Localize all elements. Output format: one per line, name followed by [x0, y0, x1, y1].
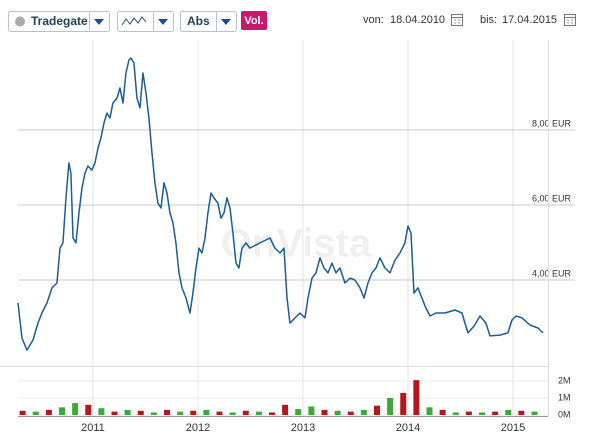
volume-bar [255, 411, 262, 415]
volume-bar [360, 409, 367, 415]
x-tick-label: 2015 [501, 422, 525, 434]
volume-bar [85, 404, 92, 415]
volume-bar [518, 410, 525, 415]
volume-bar [505, 409, 512, 415]
to-date: 17.04.2015 [502, 14, 557, 26]
y-tick-label: 8,00 EUR [532, 118, 572, 128]
volume-bar [308, 406, 315, 415]
volume-bar [387, 398, 394, 415]
volume-tick-label: 2M [558, 375, 571, 385]
volume-bar [229, 412, 236, 415]
x-tick-label: 2013 [291, 422, 315, 434]
volume-bar [295, 409, 302, 415]
volume-bar [124, 409, 131, 415]
from-date: 18.04.2010 [390, 14, 445, 26]
volume-bar [334, 410, 341, 415]
volume-bar [163, 409, 170, 415]
volume-bar [439, 409, 446, 415]
volume-bar [216, 411, 223, 415]
volume-tick-label: 0M [558, 409, 571, 419]
mode-label: Abs [187, 14, 210, 28]
volume-bar [413, 380, 420, 415]
watermark: OnVista [221, 222, 372, 266]
volume-bar [465, 411, 472, 415]
volume-bar [203, 409, 210, 415]
volume-bar [531, 411, 538, 415]
volume-bar [72, 403, 79, 415]
to-label: bis: [480, 14, 497, 26]
volume-bar [177, 411, 184, 415]
volume-bar [98, 408, 105, 415]
volume-bar [400, 392, 407, 415]
volume-tick-label: 1M [558, 392, 571, 402]
volume-bar [426, 407, 433, 415]
exchange-dropdown[interactable]: Tradegate [8, 11, 110, 32]
exchange-label: Tradegate [31, 14, 88, 28]
volume-bar [190, 410, 197, 415]
volume-bar [282, 404, 289, 415]
volume-bar [321, 409, 328, 415]
volume-bar [373, 405, 380, 415]
volume-bar [111, 411, 118, 415]
price-line [17, 57, 544, 351]
calendar-icon[interactable] [564, 14, 576, 26]
volume-button-label: Vol. [244, 15, 263, 27]
x-tick-label: 2011 [81, 422, 105, 434]
volume-bar [32, 411, 39, 415]
volume-bar [452, 412, 459, 415]
from-label: von: [363, 14, 384, 26]
volume-bar [347, 411, 354, 415]
volume-bar [492, 411, 499, 415]
volume-bar [150, 412, 157, 415]
x-tick-label: 2012 [186, 422, 210, 434]
volume-bar [58, 407, 65, 415]
calendar-icon[interactable] [451, 14, 463, 26]
volume-bar [268, 412, 275, 415]
volume-bar [45, 409, 52, 415]
volume-button[interactable]: Vol. [241, 11, 267, 30]
y-tick-label: 6,00 EUR [532, 193, 572, 203]
chart-type-dropdown[interactable] [117, 11, 174, 32]
x-tick-label: 2014 [396, 422, 420, 434]
volume-bar [478, 412, 485, 415]
volume-bar [19, 410, 26, 415]
mode-dropdown[interactable]: Abs [180, 11, 237, 32]
volume-bar [242, 410, 249, 415]
volume-bar [137, 410, 144, 415]
y-tick-label: 4,00 EUR [532, 268, 572, 278]
